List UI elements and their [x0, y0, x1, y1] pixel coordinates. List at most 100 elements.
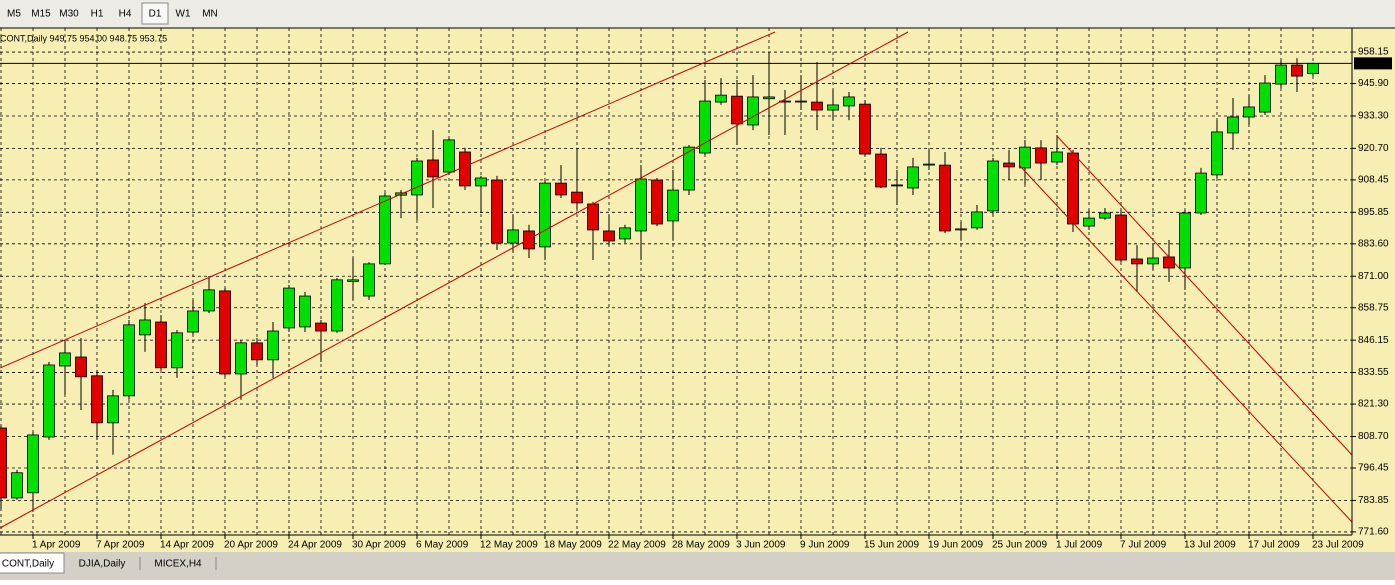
candle-body — [907, 166, 919, 189]
candle-body — [11, 472, 23, 499]
timeframe-label[interactable]: MN — [202, 9, 218, 20]
candle-body — [1067, 152, 1079, 225]
timeframe-label[interactable]: M30 — [59, 9, 79, 20]
timeframe-button[interactable] — [84, 3, 110, 24]
candle-body — [795, 100, 807, 103]
candle-body — [603, 230, 615, 242]
candle-body — [283, 287, 295, 329]
timeframe-button[interactable] — [56, 3, 82, 24]
candle-body — [539, 182, 551, 248]
candle-body — [939, 164, 951, 232]
candle-body — [91, 375, 103, 424]
candle-body — [571, 191, 583, 204]
tabs: CONT,Daily DJIA,Daily MICEX,H4 — [0, 552, 217, 574]
candle-body — [219, 290, 231, 375]
candle-body — [763, 96, 775, 100]
candle-body — [1019, 146, 1031, 169]
timeframe-button[interactable] — [197, 3, 223, 24]
candle-body — [1035, 147, 1047, 164]
y-tick-label: 833.55 — [1358, 367, 1389, 378]
candle-body — [1291, 64, 1303, 77]
tab-bar — [0, 552, 1395, 580]
candle-body — [523, 230, 535, 250]
candle-body — [107, 395, 119, 424]
y-tick-label: 808.70 — [1358, 431, 1389, 442]
x-tick-label: 7 Jul 2009 — [1120, 540, 1167, 551]
candle-body — [587, 203, 599, 231]
candle-body — [411, 160, 423, 196]
x-tick-label: 23 Jul 2009 — [1312, 540, 1364, 551]
y-tick-label: 796.45 — [1358, 463, 1389, 474]
candle-body — [347, 279, 359, 282]
candle-body — [1051, 151, 1063, 163]
candle-body — [1259, 82, 1271, 113]
candle-body — [1003, 162, 1015, 168]
timeframe-button[interactable] — [112, 3, 138, 24]
tab-label[interactable]: MICEX,H4 — [154, 559, 202, 570]
x-tick-label: 3 Jun 2009 — [736, 540, 786, 551]
timeframe-button[interactable] — [141, 2, 169, 25]
timeframe-button[interactable] — [170, 3, 196, 24]
candle-body — [43, 364, 55, 438]
y-tick-label: 908.45 — [1358, 175, 1389, 186]
candle-body — [651, 179, 663, 225]
candle-body — [75, 356, 87, 378]
candle-body — [1131, 258, 1143, 265]
candle-body — [1179, 212, 1191, 269]
candle-body — [123, 324, 135, 397]
candle-body — [1275, 64, 1287, 85]
timeframe-label[interactable]: M15 — [31, 9, 51, 20]
tab-label[interactable]: CONT,Daily — [2, 559, 54, 570]
candle-body — [491, 179, 503, 244]
x-tick-label: 12 May 2009 — [480, 540, 538, 551]
y-tick-label: 895.85 — [1358, 207, 1389, 218]
tab[interactable] — [0, 552, 65, 574]
candle-body — [139, 319, 151, 336]
y-tick-label: 883.60 — [1358, 238, 1389, 249]
candle-body — [1147, 257, 1159, 265]
candle-body — [683, 146, 695, 191]
y-tick-label: 920.70 — [1358, 143, 1389, 154]
candle-body — [59, 352, 71, 367]
x-tick-label: 19 Jun 2009 — [928, 540, 983, 551]
x-tick-label: 1 Apr 2009 — [32, 540, 81, 551]
timeframe-button[interactable] — [1, 3, 27, 24]
timeframe-label[interactable]: W1 — [176, 9, 191, 20]
y-tick-label: 871.00 — [1358, 271, 1389, 282]
y-tick-label: 846.15 — [1358, 335, 1389, 346]
candle-body — [699, 100, 711, 154]
candle-body — [1227, 116, 1239, 134]
x-tick-label: 14 Apr 2009 — [160, 540, 214, 551]
candle-body — [203, 289, 215, 312]
timeframe-label[interactable]: M5 — [7, 9, 21, 20]
x-tick-label: 22 May 2009 — [608, 540, 666, 551]
candle-body — [1163, 256, 1175, 269]
chart-bg — [0, 28, 1395, 552]
candle-body — [955, 228, 967, 231]
candle-body — [331, 279, 343, 332]
trend-lines — [0, 31, 1353, 529]
candle-body — [859, 103, 871, 155]
candle-body — [1307, 62, 1319, 75]
x-tick-label: 28 May 2009 — [672, 540, 730, 551]
candle-body — [843, 96, 855, 107]
trend-line — [0, 31, 909, 529]
candle-body — [715, 94, 727, 103]
tab-label[interactable]: DJIA,Daily — [79, 559, 126, 570]
timeframe-label[interactable]: H4 — [119, 9, 132, 20]
candle-body — [0, 427, 7, 499]
timeframe-button[interactable] — [28, 3, 54, 24]
x-tick-label: 7 Apr 2009 — [96, 540, 145, 551]
x-tick-label: 1 Jul 2009 — [1056, 540, 1103, 551]
candle-body — [875, 153, 887, 188]
candle-body — [187, 310, 199, 333]
candle-body — [459, 151, 471, 187]
candle-body — [379, 195, 391, 265]
timeframe-label[interactable]: H1 — [91, 9, 104, 20]
toolbar-bg — [0, 0, 1395, 28]
candle-body — [155, 321, 167, 369]
timeframe-label[interactable]: D1 — [149, 9, 162, 20]
y-tick-label: 858.75 — [1358, 302, 1389, 313]
candle-body — [251, 342, 263, 361]
candle-body — [987, 160, 999, 212]
